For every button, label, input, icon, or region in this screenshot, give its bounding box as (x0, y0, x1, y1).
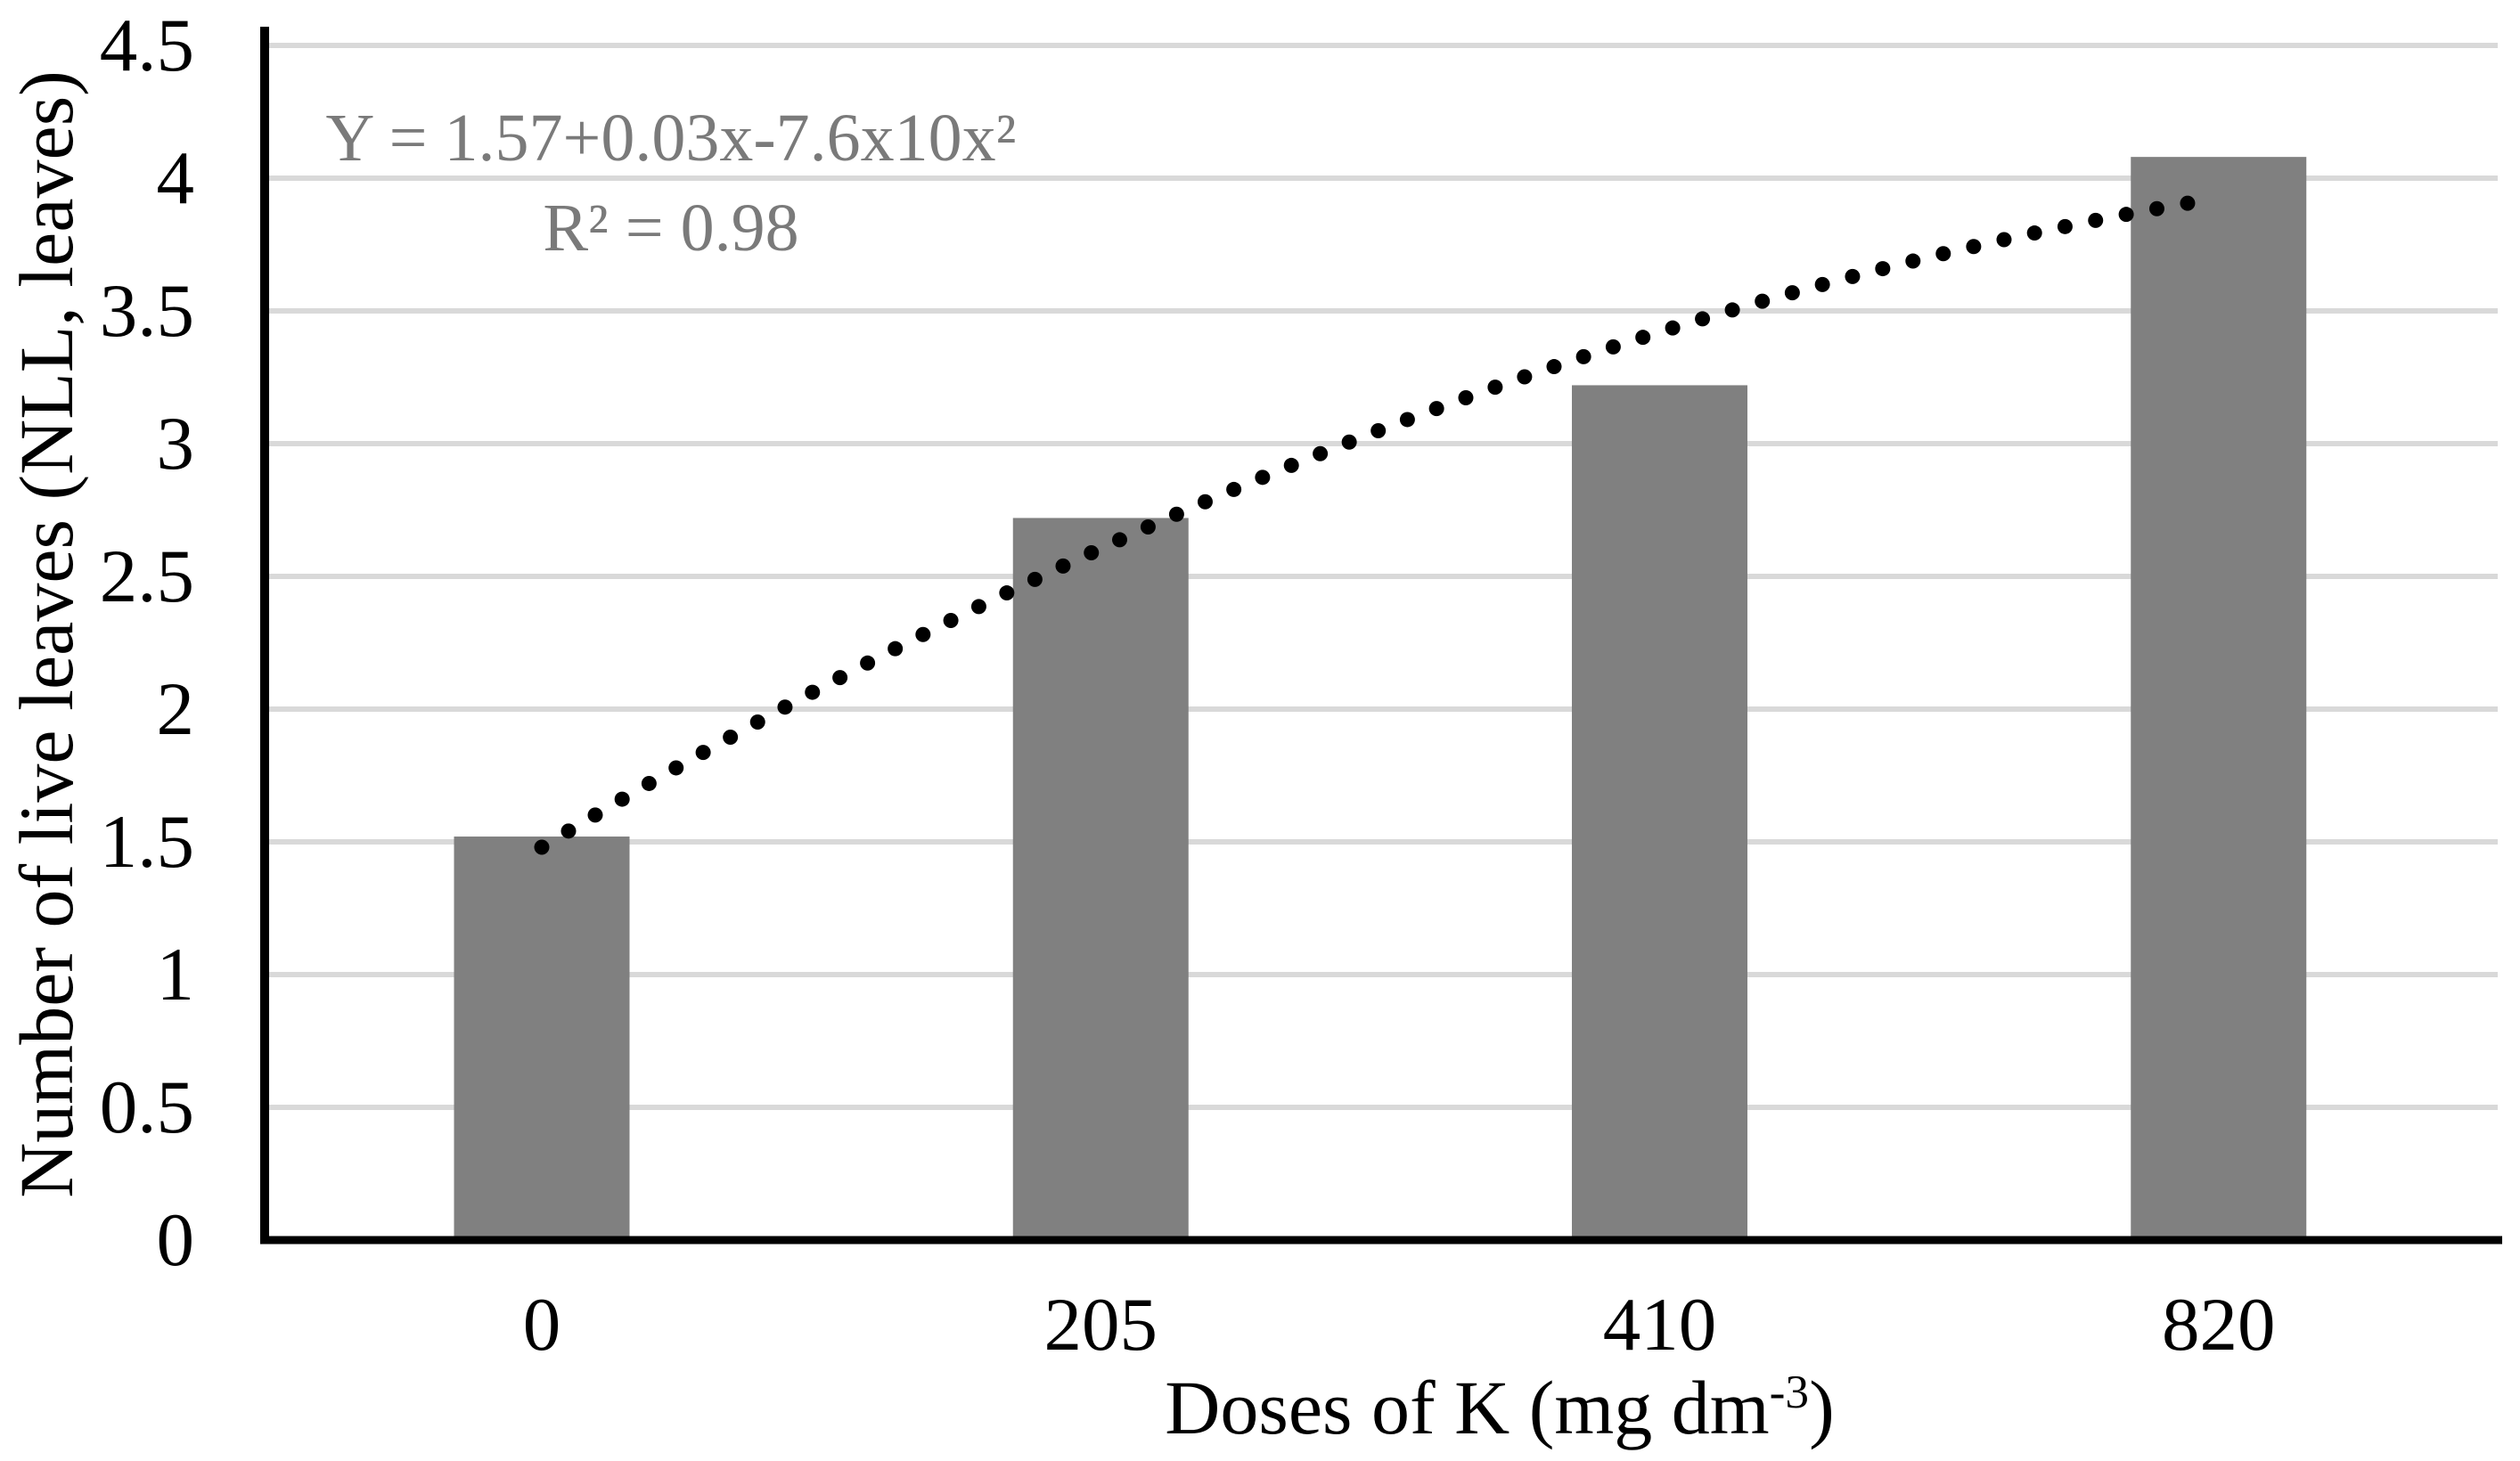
y-tick-label-0: 0 (157, 1198, 195, 1282)
x-axis-title-main: Doses of K (mg dm (1165, 1365, 1770, 1450)
x-tick-label-0: 0 (523, 1283, 561, 1367)
y-tick-label-3.5: 3.5 (100, 269, 194, 353)
x-axis-title-suffix: ) (1809, 1365, 1835, 1450)
y-tick-label-2.5: 2.5 (100, 535, 194, 618)
trendline-equation-line1: Y = 1.57+0.03x-7.6x10x² (325, 101, 1017, 175)
x-tick-label-205: 205 (1044, 1283, 1158, 1367)
y-tick-label-2: 2 (157, 667, 195, 751)
x-tick-label-820: 820 (2162, 1283, 2276, 1367)
y-axis-line (260, 27, 269, 1245)
y-tick-label-1.5: 1.5 (100, 800, 194, 884)
bar-0 (454, 837, 630, 1240)
bar-410 (1572, 385, 1747, 1240)
x-axis-title-superscript: -3 (1769, 1364, 1810, 1418)
x-axis-line (260, 1236, 2502, 1245)
trendline-dots (534, 192, 2218, 855)
y-tick-label-0.5: 0.5 (100, 1065, 194, 1149)
trendline-equation: Y = 1.57+0.03x-7.6x10x² R² = 0.98 (326, 94, 1017, 273)
y-tick-label-4: 4 (157, 136, 195, 220)
bar-205 (1012, 518, 1189, 1240)
x-tick-label-410: 410 (1603, 1283, 1717, 1367)
x-axis-title: Doses of K (mg dm-3) (1165, 1363, 1834, 1452)
bar-820 (2131, 157, 2307, 1240)
y-tick-label-4.5: 4.5 (100, 4, 194, 87)
y-tick-label-1: 1 (157, 933, 195, 1016)
trendline-r-squared: R² = 0.98 (543, 191, 799, 265)
y-axis-title: Number of live leaves (NLL, leaves) (4, 70, 89, 1198)
y-tick-label-3: 3 (157, 402, 195, 486)
